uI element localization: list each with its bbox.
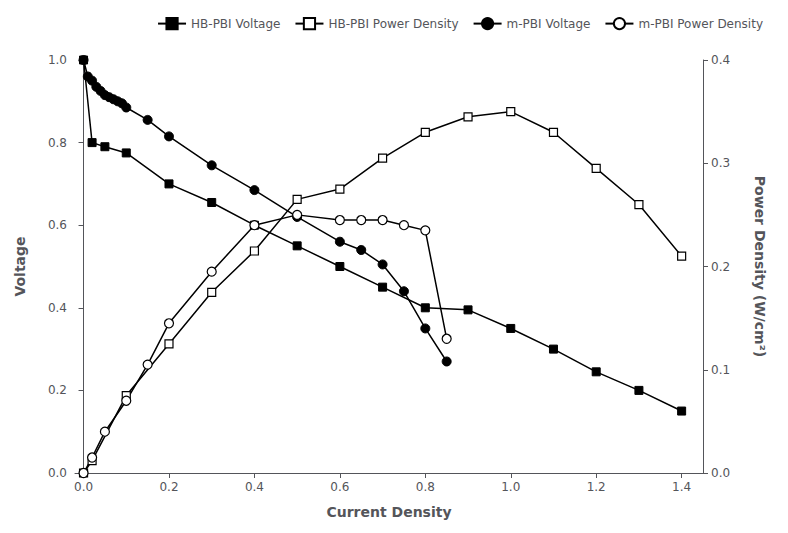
svg-text:0.4: 0.4: [711, 53, 730, 67]
svg-text:Voltage: Voltage: [12, 236, 28, 296]
svg-text:HB-PBI Power Density: HB-PBI Power Density: [328, 17, 458, 31]
svg-text:HB-PBI Voltage: HB-PBI Voltage: [191, 17, 280, 31]
svg-text:0.2: 0.2: [48, 383, 67, 397]
svg-text:0.2: 0.2: [159, 480, 178, 494]
svg-text:0.6: 0.6: [330, 480, 349, 494]
svg-text:0.8: 0.8: [416, 480, 435, 494]
svg-text:0.6: 0.6: [48, 218, 67, 232]
svg-text:0.0: 0.0: [74, 480, 93, 494]
svg-text:m-PBI Power Density: m-PBI Power Density: [638, 17, 763, 31]
svg-text:1.0: 1.0: [501, 480, 520, 494]
svg-text:0.4: 0.4: [48, 301, 67, 315]
svg-text:m-PBI Voltage: m-PBI Voltage: [507, 17, 591, 31]
svg-text:1.2: 1.2: [587, 480, 606, 494]
svg-text:0.1: 0.1: [711, 363, 730, 377]
svg-text:0.2: 0.2: [711, 260, 730, 274]
svg-text:Current Density: Current Density: [326, 504, 451, 520]
svg-text:Power Density (W/cm²): Power Density (W/cm²): [752, 176, 768, 357]
svg-text:0.0: 0.0: [48, 466, 67, 480]
svg-text:0.8: 0.8: [48, 136, 67, 150]
svg-text:1.0: 1.0: [48, 53, 67, 67]
svg-text:1.4: 1.4: [672, 480, 691, 494]
svg-text:0.4: 0.4: [245, 480, 264, 494]
svg-text:0.3: 0.3: [711, 156, 730, 170]
svg-text:0.0: 0.0: [711, 466, 730, 480]
